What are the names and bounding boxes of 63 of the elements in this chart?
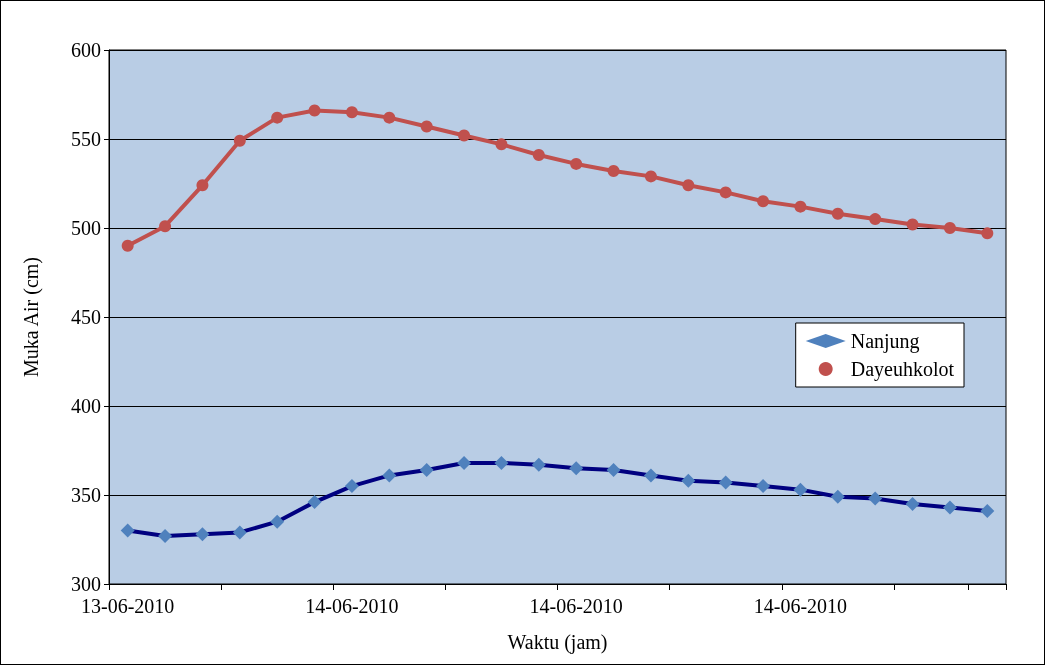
y-tick-label: 500 <box>71 217 101 239</box>
x-tick-label: 14-06-2010 <box>305 595 399 617</box>
point <box>570 157 583 170</box>
point <box>159 220 172 233</box>
point <box>868 491 883 506</box>
point <box>794 200 807 213</box>
point <box>383 111 396 124</box>
y-tick-label: 450 <box>71 306 101 328</box>
point <box>681 473 696 488</box>
point <box>382 468 397 483</box>
point <box>980 504 995 519</box>
point <box>420 120 433 133</box>
point <box>793 482 808 497</box>
point <box>271 111 284 124</box>
x-axis-title: Waktu (jam) <box>507 631 608 654</box>
point <box>158 528 173 543</box>
point <box>905 496 920 511</box>
point <box>345 106 358 119</box>
point <box>644 170 657 183</box>
point <box>195 527 210 542</box>
point <box>270 514 285 529</box>
y-tick-label: 550 <box>71 128 101 150</box>
point <box>606 463 621 478</box>
x-tick-label: 14-06-2010 <box>753 595 848 617</box>
x-tick-label: 13-06-2010 <box>81 595 175 617</box>
legend-label: Nanjung <box>850 330 920 353</box>
point <box>232 525 247 540</box>
point <box>458 129 471 142</box>
point <box>308 104 321 117</box>
point <box>121 239 134 252</box>
y-tick-label: 300 <box>71 573 101 595</box>
point <box>196 179 209 192</box>
point <box>532 149 545 162</box>
point <box>718 475 733 490</box>
point <box>531 457 546 472</box>
point <box>719 186 732 199</box>
point <box>419 463 434 478</box>
point <box>942 500 957 515</box>
point <box>495 138 508 151</box>
point <box>457 455 472 470</box>
point <box>682 179 695 192</box>
point <box>981 227 994 240</box>
point <box>643 468 658 483</box>
point <box>906 218 919 231</box>
y-tick-label: 600 <box>71 39 101 61</box>
point <box>607 165 620 178</box>
point <box>120 523 135 538</box>
point <box>494 455 509 470</box>
point <box>830 489 845 504</box>
y-tick-label: 400 <box>71 395 101 417</box>
y-axis-title: Muka Air (cm) <box>20 257 43 377</box>
point <box>757 195 770 208</box>
y-tick-label: 350 <box>71 484 101 506</box>
point <box>831 207 844 220</box>
point <box>344 479 359 494</box>
point <box>756 479 771 494</box>
point <box>943 222 956 234</box>
point <box>869 213 882 226</box>
point <box>233 134 246 147</box>
legend-label: Dayeuhkolot <box>850 358 955 381</box>
point <box>307 495 322 510</box>
point <box>569 461 584 476</box>
x-tick-label: 14-06-2010 <box>529 595 623 617</box>
